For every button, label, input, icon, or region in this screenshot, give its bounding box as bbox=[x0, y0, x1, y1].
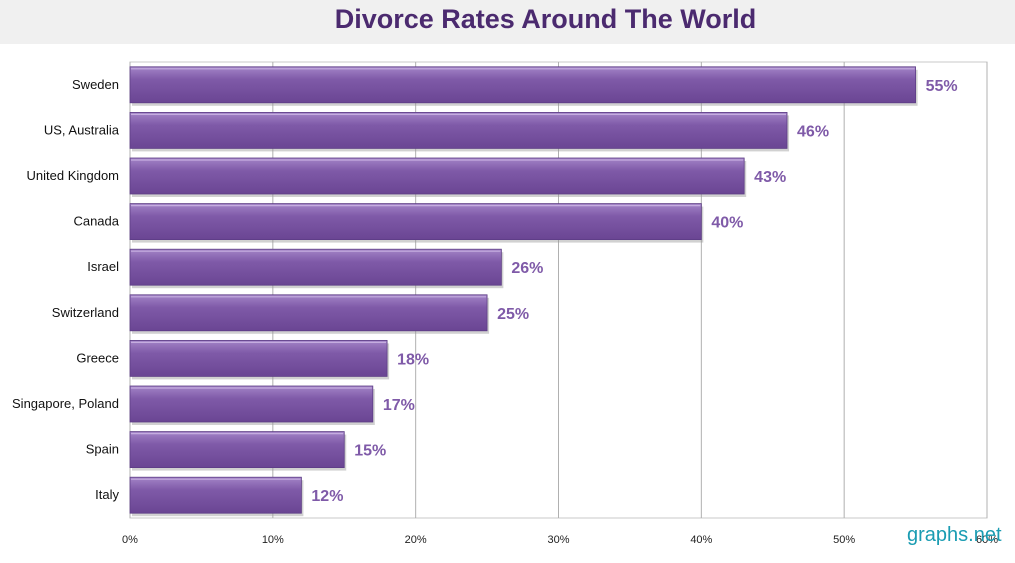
x-tick-label: 10% bbox=[262, 534, 284, 546]
bar bbox=[129, 431, 345, 469]
bar bbox=[129, 339, 388, 377]
x-tick-label: 50% bbox=[833, 534, 855, 546]
category-label: Spain bbox=[86, 442, 119, 457]
data-label: 55% bbox=[926, 78, 958, 95]
data-label: 43% bbox=[754, 169, 786, 186]
bar bbox=[129, 203, 702, 241]
title-band bbox=[0, 0, 1015, 44]
x-tick-label: 20% bbox=[405, 534, 427, 546]
x-tick-label: 40% bbox=[690, 534, 712, 546]
x-tick-label: 30% bbox=[547, 534, 569, 546]
data-label: 18% bbox=[397, 351, 429, 368]
bar bbox=[129, 112, 788, 149]
data-label: 26% bbox=[511, 260, 543, 277]
bar bbox=[129, 385, 374, 423]
category-label: US, Australia bbox=[44, 122, 120, 137]
data-label: 25% bbox=[497, 306, 529, 323]
category-label: Italy bbox=[95, 487, 119, 502]
data-label: 46% bbox=[797, 123, 829, 140]
x-tick-label: 0% bbox=[122, 534, 138, 546]
data-label: 15% bbox=[354, 443, 386, 460]
category-label: Switzerland bbox=[52, 305, 119, 320]
bar bbox=[129, 157, 745, 195]
category-label: Canada bbox=[73, 214, 119, 229]
data-label: 40% bbox=[711, 215, 743, 232]
category-label: Sweden bbox=[72, 77, 119, 92]
bar bbox=[129, 476, 302, 514]
category-label: United Kingdom bbox=[27, 168, 120, 183]
category-label: Israel bbox=[87, 259, 119, 274]
x-tick-label: 60% bbox=[976, 534, 998, 546]
category-label: Greece bbox=[76, 350, 119, 365]
gridlines bbox=[129, 61, 988, 519]
bar bbox=[129, 66, 916, 104]
bars bbox=[129, 66, 918, 517]
category-label: Singapore, Poland bbox=[12, 396, 119, 411]
watermark: graphs.net bbox=[907, 524, 1002, 546]
bar bbox=[129, 248, 502, 286]
data-label: 17% bbox=[383, 397, 415, 414]
data-label: 12% bbox=[311, 488, 343, 505]
chart-title: Divorce Rates Around The World bbox=[334, 4, 757, 34]
bar bbox=[129, 294, 488, 332]
labels: 0% 10% 20% 30% 40% 50% 60% Sweden 55% US, Austral… bbox=[12, 77, 998, 546]
